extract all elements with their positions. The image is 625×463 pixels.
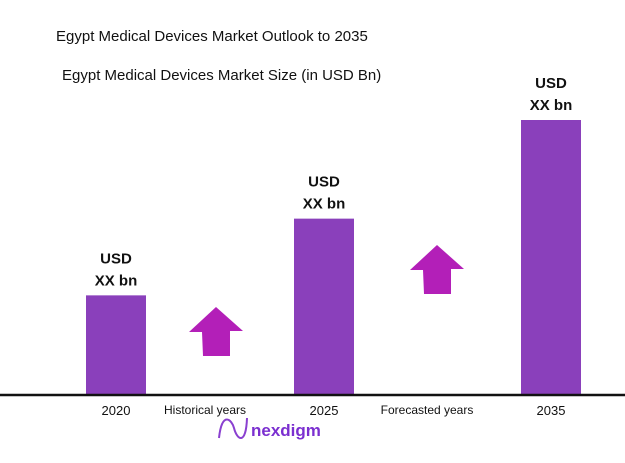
x-tick-label: 2025 <box>310 403 339 418</box>
period-label-historical: Historical years <box>164 403 246 417</box>
data-label: USD <box>100 250 132 267</box>
data-label: XX bn <box>95 272 138 289</box>
data-label: XX bn <box>303 196 346 213</box>
growth-arrow-up-icon <box>410 245 464 294</box>
chart-title: Egypt Medical Devices Market Outlook to … <box>56 28 368 45</box>
growth-arrow-up-icon <box>189 307 243 356</box>
chart-subtitle: Egypt Medical Devices Market Size (in US… <box>62 67 382 84</box>
nexdigm-logo: nexdigm <box>251 421 321 440</box>
period-label-forecasted: Forecasted years <box>381 403 474 417</box>
bar-2035 <box>521 120 581 394</box>
data-label: USD <box>308 174 340 191</box>
nexdigm-logo-wave-icon <box>218 417 248 439</box>
bar-2025 <box>294 218 354 394</box>
data-label: XX bn <box>530 97 573 114</box>
x-tick-label: 2020 <box>102 403 131 418</box>
x-tick-label: 2035 <box>537 403 566 418</box>
data-label: USD <box>535 75 567 92</box>
bar-2020 <box>86 295 146 394</box>
